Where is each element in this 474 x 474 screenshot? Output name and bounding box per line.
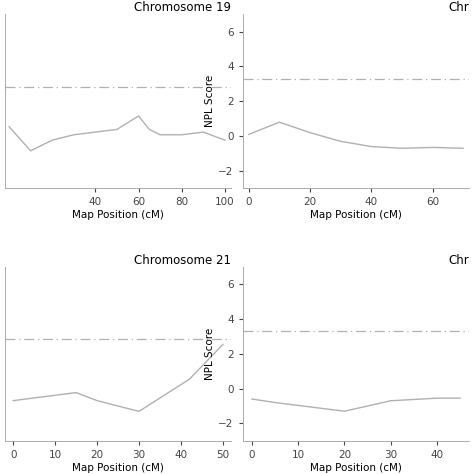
X-axis label: Map Position (cM): Map Position (cM): [310, 463, 402, 473]
Text: Chromosome 19: Chromosome 19: [134, 1, 231, 14]
X-axis label: Map Position (cM): Map Position (cM): [72, 210, 164, 220]
X-axis label: Map Position (cM): Map Position (cM): [72, 463, 164, 473]
X-axis label: Map Position (cM): Map Position (cM): [310, 210, 402, 220]
Text: Chr: Chr: [448, 1, 469, 14]
Y-axis label: NPL Score: NPL Score: [206, 328, 216, 380]
Text: Chr: Chr: [448, 254, 469, 267]
Text: Chromosome 21: Chromosome 21: [134, 254, 231, 267]
Y-axis label: NPL Score: NPL Score: [206, 75, 216, 128]
